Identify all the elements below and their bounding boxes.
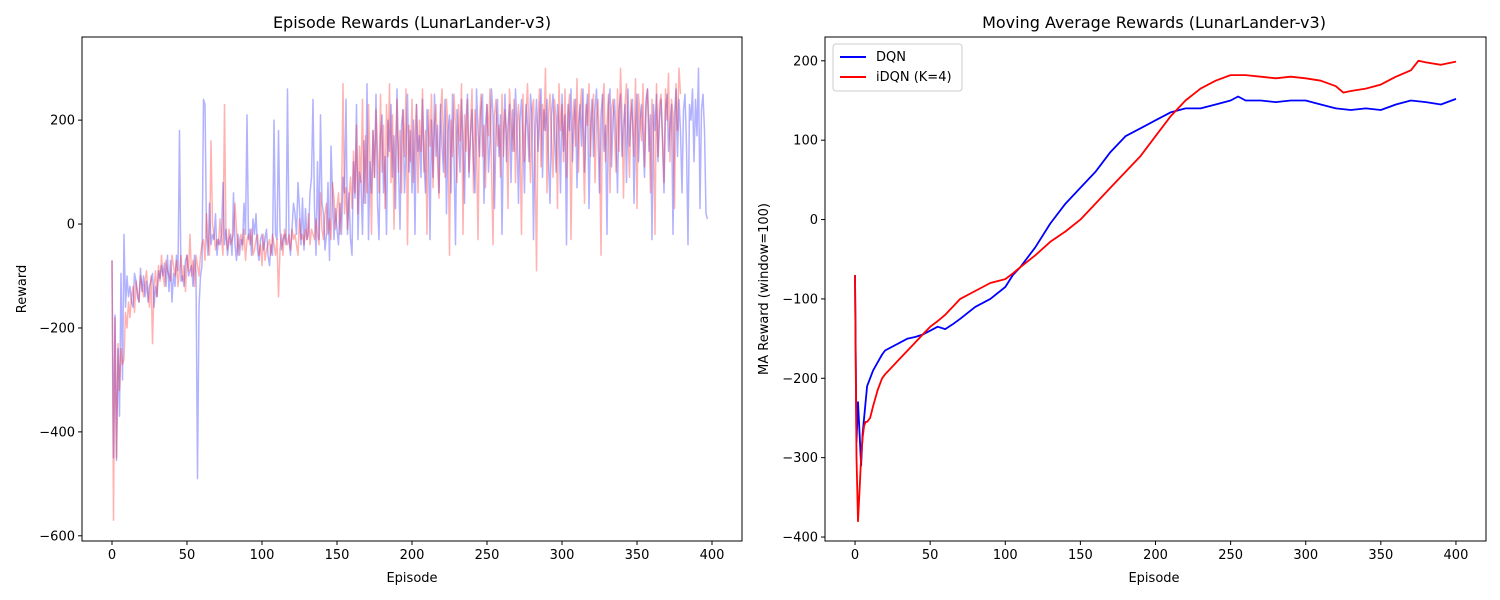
x-tick-label: 300 — [1293, 548, 1318, 563]
x-tick-label: 250 — [1218, 548, 1243, 563]
y-tick-label: −300 — [782, 451, 818, 466]
series-line-dqn — [111, 67, 709, 480]
y-tick-label: 200 — [793, 54, 818, 69]
y-tick-label: −100 — [782, 292, 818, 307]
x-tick-label: 50 — [922, 548, 939, 563]
x-tick-label: 100 — [993, 548, 1018, 563]
y-axis: −400 −300 −200 −100 0 100 200 — [782, 54, 825, 546]
legend: DQN iDQN (K=4) — [832, 43, 963, 92]
y-tick-label: −400 — [39, 425, 75, 440]
y-tick-label: −600 — [39, 529, 75, 544]
series-line-dqn — [854, 95, 1457, 467]
legend-dqn-label: DQN — [876, 50, 906, 65]
x-tick-label: 400 — [1444, 548, 1469, 563]
x-tick-label: 200 — [400, 548, 425, 563]
y-tick-label: 0 — [810, 213, 818, 228]
x-axis-label: Episode — [1128, 571, 1179, 586]
series-line-idqn — [111, 67, 682, 521]
x-tick-label: 0 — [108, 548, 116, 563]
chart-title: Moving Average Rewards (LunarLander-v3) — [982, 13, 1326, 32]
y-tick-label: −200 — [782, 372, 818, 387]
y-axis-label: MA Reward (window=100) — [757, 203, 772, 375]
x-tick-label: 0 — [851, 548, 859, 563]
x-tick-label: 350 — [625, 548, 650, 563]
x-tick-label: 250 — [475, 548, 500, 563]
x-tick-label: 150 — [1068, 548, 1093, 563]
y-axis-label: Reward — [15, 265, 30, 313]
x-tick-label: 300 — [550, 548, 575, 563]
x-tick-label: 400 — [700, 548, 725, 563]
y-tick-label: 0 — [67, 218, 75, 233]
x-tick-label: 100 — [250, 548, 275, 563]
y-axis: −600 −400 −200 0 200 — [39, 114, 82, 544]
x-axis-label: Episode — [386, 571, 437, 586]
legend-box — [832, 43, 963, 92]
legend-idqn-label: iDQN (K=4) — [876, 70, 952, 85]
x-tick-label: 150 — [325, 548, 350, 563]
x-axis: 0 50 100 150 200 250 300 350 400 — [108, 541, 725, 563]
x-tick-label: 50 — [179, 548, 196, 563]
series-line-idqn — [854, 59, 1457, 523]
y-tick-label: −400 — [782, 531, 818, 546]
y-tick-label: 200 — [50, 114, 75, 129]
moving-average-chart: Moving Average Rewards (LunarLander-v3) … — [757, 13, 1487, 586]
chart-title: Episode Rewards (LunarLander-v3) — [273, 13, 551, 32]
x-axis: 0 50 100 150 200 250 300 350 400 — [851, 541, 1468, 563]
y-tick-label: −200 — [39, 321, 75, 336]
x-tick-label: 350 — [1368, 548, 1393, 563]
series-layer — [111, 67, 709, 521]
series-layer — [854, 59, 1457, 523]
y-tick-label: 100 — [793, 134, 818, 149]
x-tick-label: 200 — [1143, 548, 1168, 563]
episode-rewards-chart: Episode Rewards (LunarLander-v3) 0 50 100 1… — [15, 13, 743, 586]
